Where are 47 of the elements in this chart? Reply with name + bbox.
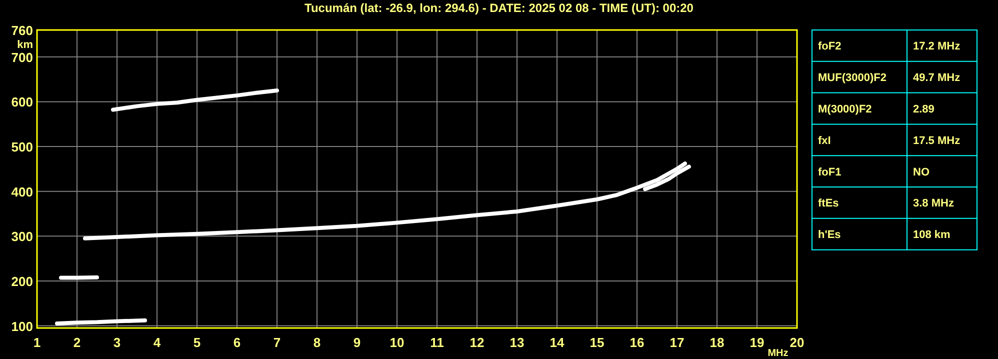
y-tick-label: 300 xyxy=(11,229,33,244)
text: h'Es xyxy=(818,229,841,242)
text: NO xyxy=(913,166,930,178)
y-tick-label: 700 xyxy=(11,50,33,65)
x-tick-label: 4 xyxy=(153,335,162,350)
x-tick-label: 3 xyxy=(113,335,121,350)
text: MUF(3000)F2 xyxy=(818,72,886,84)
line-series xyxy=(83,162,687,240)
y-axis-title: km xyxy=(17,39,34,51)
text: 49.7 MHz xyxy=(913,72,961,84)
text: 3.8 MHz xyxy=(913,198,954,210)
x-tick-label: 10 xyxy=(390,335,404,350)
text: 2.89 xyxy=(913,104,934,116)
x-tick-label: 8 xyxy=(313,335,321,350)
text: ftEs xyxy=(818,198,839,210)
x-tick-label: 9 xyxy=(353,335,361,350)
text: 17.2 MHz xyxy=(913,40,961,53)
x-tick-label: 15 xyxy=(590,335,604,350)
text: 108 km xyxy=(913,229,951,242)
text: foF2 xyxy=(818,40,842,53)
x-tick-label: 6 xyxy=(233,335,241,350)
y-tick-label: 100 xyxy=(11,318,33,334)
x-tick-label: 18 xyxy=(710,335,724,350)
text: fxI xyxy=(818,134,831,147)
x-tick-label: 2 xyxy=(73,335,81,350)
text: 17.5 MHz xyxy=(913,134,961,147)
x-tick-label: 5 xyxy=(193,335,201,350)
x-tick-label: 1 xyxy=(33,335,41,350)
x-tick-label: 14 xyxy=(550,335,565,350)
x-tick-label: 11 xyxy=(430,335,444,350)
text: foF1 xyxy=(818,166,842,178)
chart-title: Tucumán (lat: -26.9, lon: 294.6) - DATE: 2025 02 08 - TIME (UT): 00:20 xyxy=(304,1,694,15)
x-tick-label: 7 xyxy=(273,335,281,350)
x-tick-label: 12 xyxy=(470,335,484,350)
y-tick-label: 760 xyxy=(11,23,33,38)
x-axis-title: MHz xyxy=(768,348,788,359)
x-tick-label: 16 xyxy=(630,335,644,350)
y-tick-label: 400 xyxy=(11,184,33,200)
text: M(3000)F2 xyxy=(818,104,872,116)
y-tick-label: 600 xyxy=(11,94,33,110)
y-tick-label: 500 xyxy=(11,140,33,155)
x-tick-label: 19 xyxy=(750,335,764,350)
x-tick-label: 17 xyxy=(670,335,684,350)
x-tick-label: 13 xyxy=(510,335,524,350)
x-tick-label: 20 xyxy=(790,335,804,350)
y-tick-label: 200 xyxy=(11,274,33,289)
line-series xyxy=(111,88,279,112)
